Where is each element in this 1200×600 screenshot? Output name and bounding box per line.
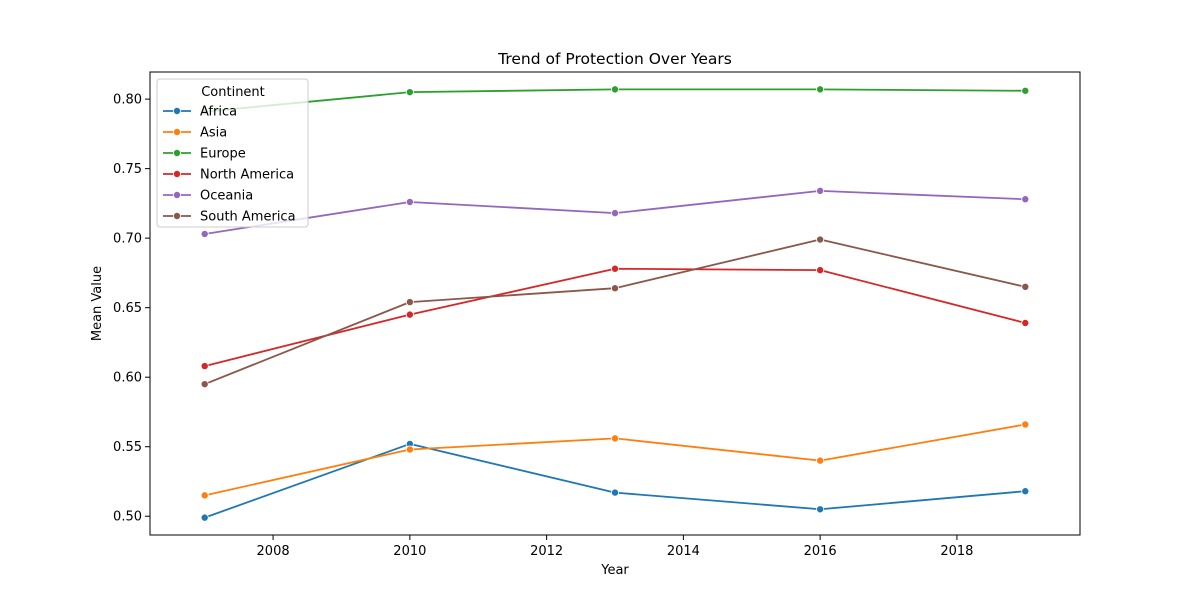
- legend-title: Continent: [201, 85, 265, 100]
- legend-marker-south-america: [172, 211, 181, 220]
- data-point-north-america: [200, 362, 209, 371]
- data-point-north-america: [611, 264, 620, 273]
- data-point-oceania: [611, 209, 620, 218]
- chart-title: Trend of Protection Over Years: [497, 50, 732, 68]
- data-point-south-america: [611, 284, 620, 293]
- legend-label-africa: Africa: [200, 105, 237, 120]
- series-line-south-america: [204, 238, 1026, 385]
- y-tick-label: 0.55: [113, 440, 142, 455]
- plot-frame: [149, 71, 1081, 536]
- data-point-south-america: [405, 298, 414, 307]
- plot-area: [200, 85, 1030, 522]
- data-point-north-america: [405, 310, 414, 319]
- data-point-oceania: [1021, 195, 1030, 204]
- data-point-asia: [405, 445, 414, 454]
- legend-label-south-america: South America: [200, 210, 296, 225]
- data-point-oceania: [405, 198, 414, 207]
- data-point-africa: [611, 488, 620, 497]
- data-point-europe: [405, 88, 414, 97]
- data-point-north-america: [816, 266, 825, 275]
- legend-box: [156, 78, 309, 228]
- data-point-north-america: [1021, 318, 1030, 327]
- legend-label-europe: Europe: [200, 147, 246, 162]
- y-tick-label: 0.75: [113, 162, 142, 177]
- legend-marker-oceania: [172, 190, 181, 199]
- legend-marker-asia: [172, 127, 181, 136]
- x-tick-label: 2010: [393, 544, 426, 559]
- y-tick-label: 0.70: [113, 232, 142, 247]
- data-point-oceania: [816, 186, 825, 195]
- legend: Continent Africa Asia Europe North America Oc…: [156, 78, 309, 228]
- data-point-asia: [1021, 420, 1030, 429]
- data-point-oceania: [200, 229, 209, 238]
- y-axis: 0.50 0.55 0.60 0.65 0.70 0.75 0.80: [113, 93, 150, 525]
- y-axis-title: Mean Value: [90, 266, 105, 341]
- x-axis-title: Year: [600, 563, 629, 578]
- legend-marker-africa: [172, 107, 181, 116]
- legend-label-north-america: North America: [200, 168, 294, 183]
- legend-label-asia: Asia: [200, 126, 227, 141]
- legend-marker-europe: [172, 148, 181, 157]
- data-point-africa: [816, 505, 825, 514]
- data-point-asia: [816, 456, 825, 465]
- data-point-europe: [1021, 86, 1030, 95]
- data-point-south-america: [1021, 282, 1030, 291]
- x-tick-label: 2012: [530, 544, 563, 559]
- series-line-north-america: [204, 267, 1026, 367]
- legend-label-oceania: Oceania: [200, 189, 253, 204]
- data-point-asia: [611, 434, 620, 443]
- legend-marker-north-america: [172, 169, 181, 178]
- x-tick-label: 2014: [667, 544, 700, 559]
- x-tick-label: 2016: [804, 544, 837, 559]
- data-point-south-america: [200, 380, 209, 389]
- data-point-africa: [1021, 487, 1030, 496]
- y-tick-label: 0.50: [113, 510, 142, 525]
- data-point-africa: [200, 513, 209, 522]
- x-axis: 2008 2010 2012 2014 2016 2018: [257, 535, 973, 559]
- data-point-europe: [611, 85, 620, 94]
- x-tick-label: 2008: [257, 544, 290, 559]
- y-tick-label: 0.60: [113, 371, 142, 386]
- data-point-south-america: [816, 235, 825, 244]
- data-point-asia: [200, 491, 209, 500]
- y-tick-label: 0.65: [113, 301, 142, 316]
- data-point-europe: [816, 85, 825, 94]
- y-tick-label: 0.80: [113, 93, 142, 108]
- series-line-africa: [204, 443, 1026, 519]
- x-tick-label: 2018: [940, 544, 973, 559]
